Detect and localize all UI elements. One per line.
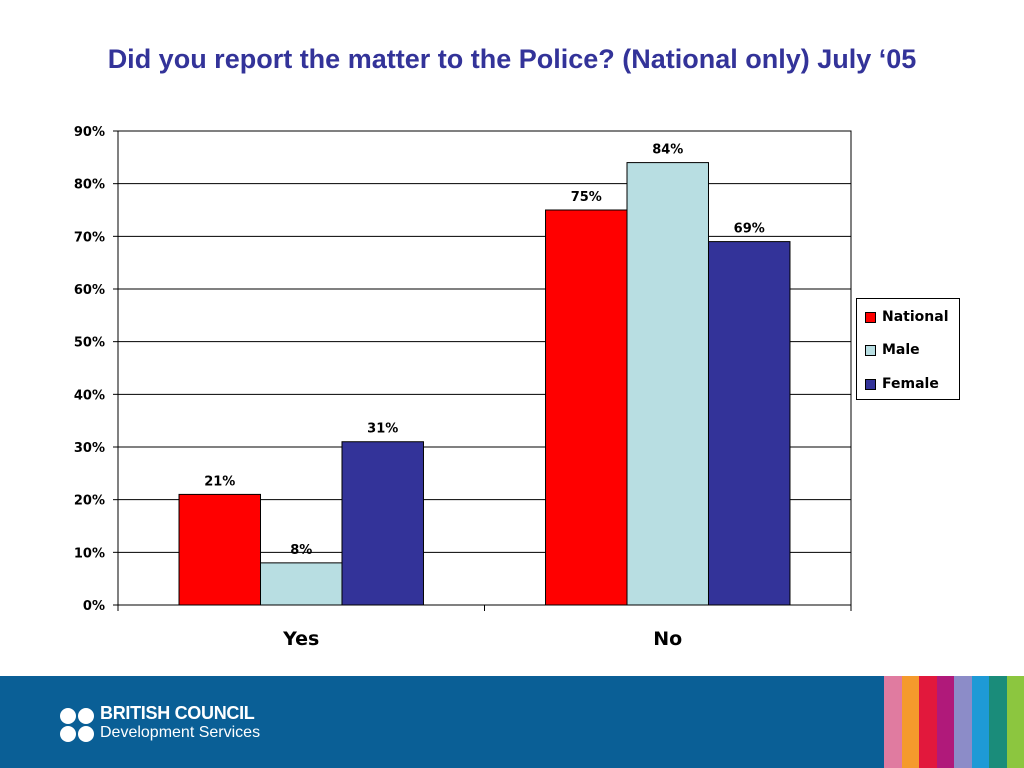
bar-chart: 0% 10% 20% 30% 40% 50% 60% 70% 80% 90% Yes No 21% 8% 3… [74,125,852,650]
color-stripe-2 [901,676,919,768]
bar-national-yes [178,493,262,606]
y-tick-label: 90% [74,125,105,140]
color-stripe-4 [936,676,954,768]
y-tick-label: 20% [74,494,105,509]
org-name-line1: BRITISH COUNCIL [100,703,255,723]
x-category-label: No [653,628,682,650]
y-tick-label: 40% [74,388,105,403]
data-label: 75% [571,190,602,205]
color-stripe-8 [1006,676,1024,768]
color-stripes [884,676,1024,768]
legend-label-female: Female [882,376,939,392]
legend-label-national: National [882,309,949,325]
org-name-line2: Development Services [100,724,261,741]
legend-swatch-female [865,378,876,390]
legend-swatch-national [865,311,876,323]
data-label: 31% [367,422,398,437]
data-label: 84% [652,143,683,158]
legend-item-female: Female [865,375,939,393]
y-tick-label: 50% [74,336,105,351]
color-stripe-7 [989,676,1007,768]
bar-male-yes [260,562,343,606]
y-tick-label: 30% [74,441,105,456]
footer-banner: BRITISH COUNCIL Development Services [0,676,1024,768]
data-label: 8% [290,543,312,558]
color-stripe-6 [971,676,989,768]
british-council-logo-icon [60,708,94,742]
legend-item-national: National [865,308,949,326]
y-tick-label: 60% [74,283,105,298]
bar-national-no [545,209,628,606]
color-stripe-5 [954,676,972,768]
x-category-label: Yes [282,628,319,650]
legend-label-male: Male [882,342,920,358]
legend-item-male: Male [865,341,920,359]
organisation-name: BRITISH COUNCIL Development Services [100,704,260,742]
bar-female-yes [341,441,424,606]
legend-swatch-male [865,344,876,356]
y-tick-label: 80% [74,178,105,193]
chart-title: Did you report the matter to the Police?… [107,44,917,74]
data-label: 21% [204,474,235,489]
y-tick-label: 0% [83,599,105,614]
color-stripe-1 [884,676,902,768]
y-tick-label: 10% [74,546,105,561]
bar-female-no [707,241,791,606]
color-stripe-3 [919,676,937,768]
data-label: 69% [734,222,765,237]
chart-legend: National Male Female [856,298,960,400]
bar-male-no [626,162,709,606]
y-tick-label: 70% [74,230,105,245]
